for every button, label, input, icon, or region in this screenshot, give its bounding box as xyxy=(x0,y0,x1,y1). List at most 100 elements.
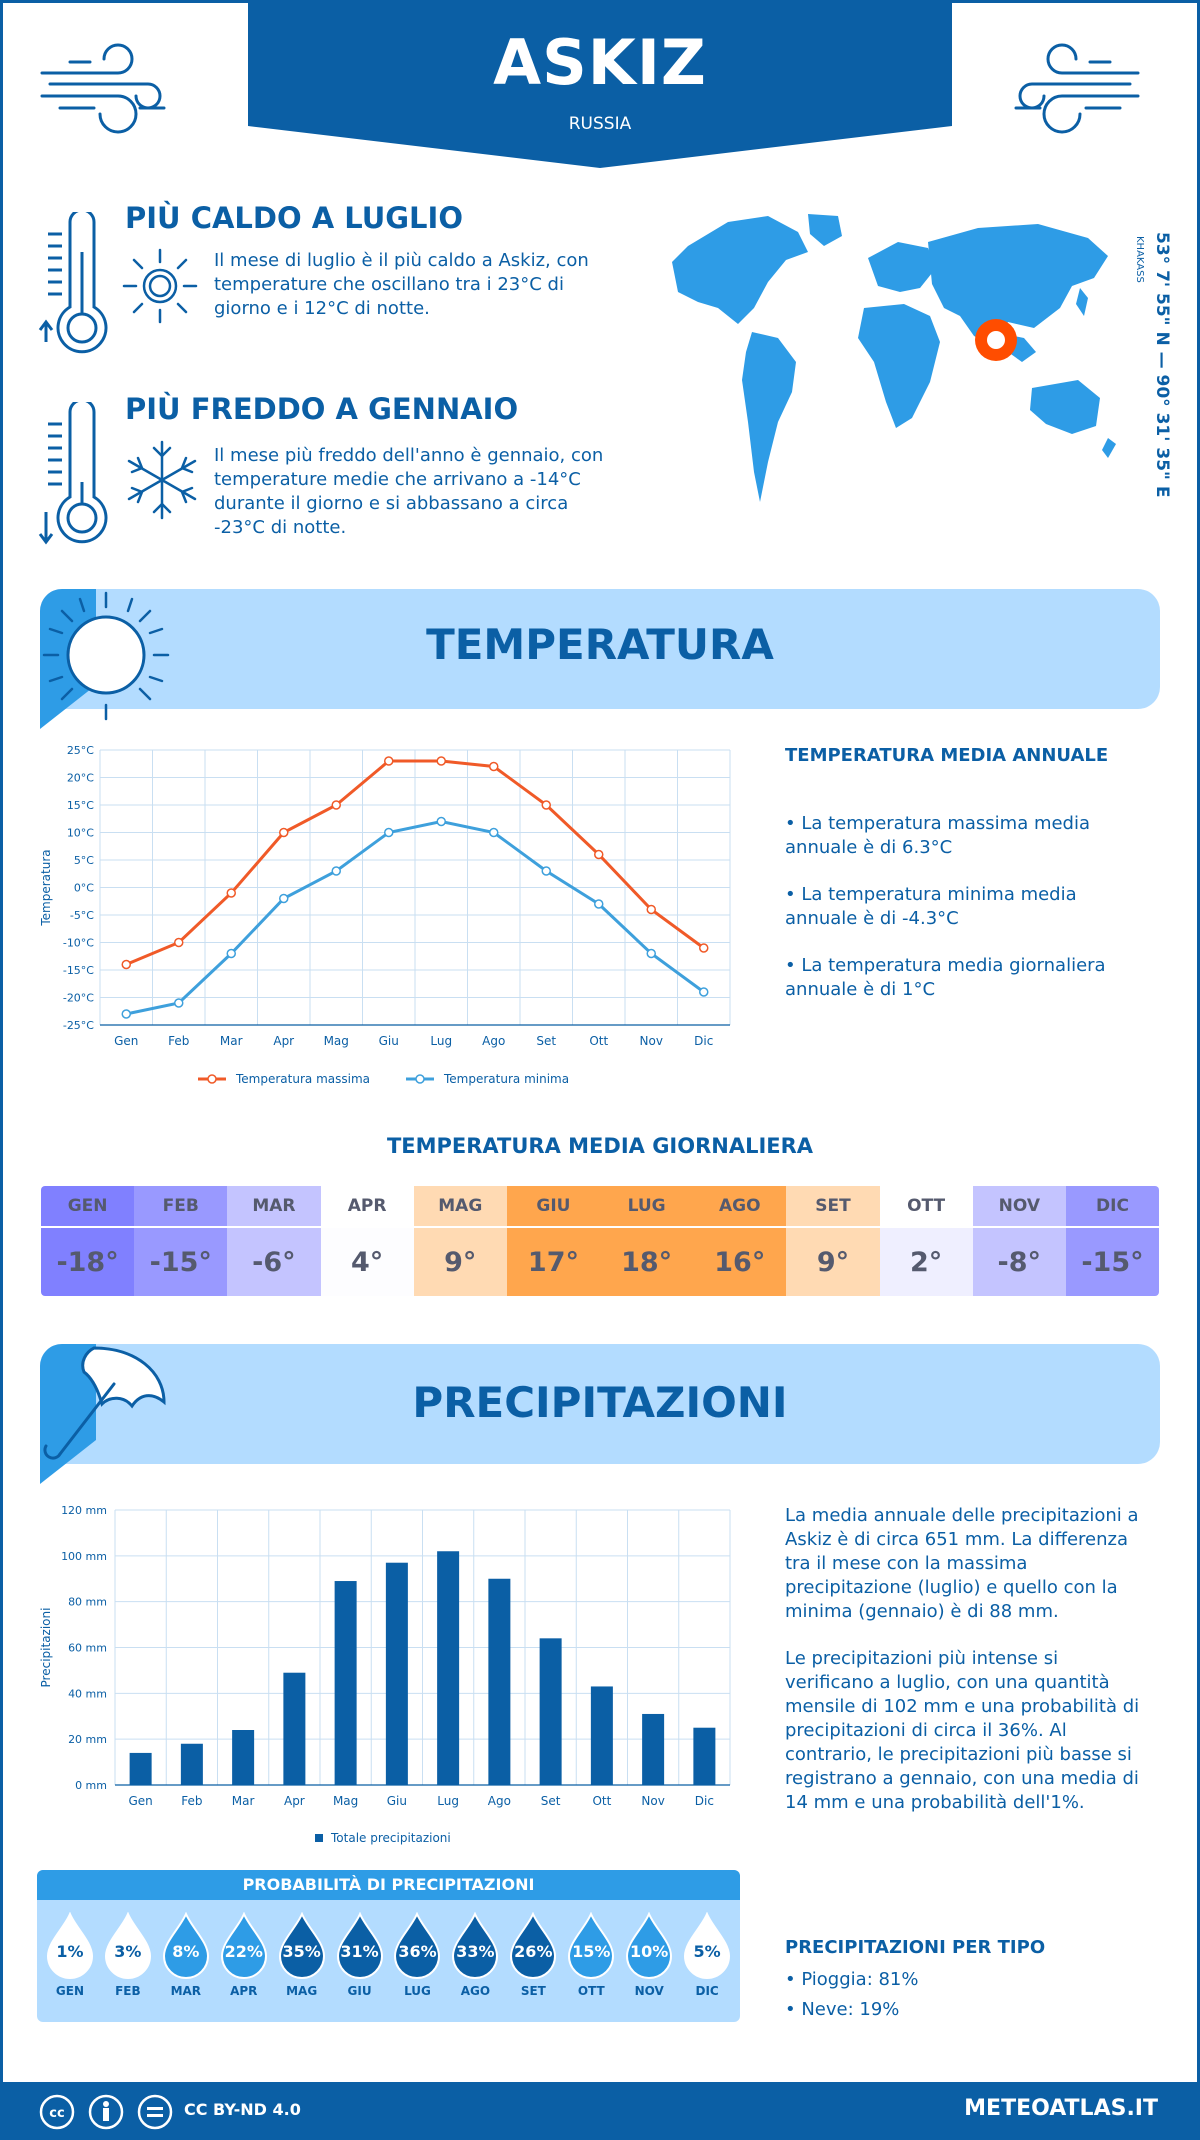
raindrop-icon: 3% xyxy=(104,1912,152,1980)
precip-bar xyxy=(283,1672,306,1785)
probability-value: 26% xyxy=(514,1942,553,1961)
x-tick-label: Lug xyxy=(430,1034,452,1048)
x-tick-label: Set xyxy=(536,1034,556,1048)
legend-label: Temperatura massima xyxy=(235,1072,370,1086)
license-text: CC BY-ND 4.0 xyxy=(184,2100,301,2119)
y-tick-label: -10°C xyxy=(63,937,94,950)
data-point xyxy=(541,866,551,876)
footer xyxy=(0,2082,1200,2140)
data-point xyxy=(384,827,394,838)
raindrop-icon: 8% xyxy=(162,1912,210,1980)
raindrop-icon: 33% xyxy=(451,1912,499,1980)
header-banner xyxy=(248,0,952,168)
daily-temp-month: DIC xyxy=(1065,1186,1159,1226)
series-line-max xyxy=(125,759,705,966)
raindrop-icon: 22% xyxy=(220,1912,268,1980)
data-point xyxy=(121,959,131,970)
daily-temp-month: NOV xyxy=(972,1186,1066,1226)
precip-bar xyxy=(437,1551,460,1785)
probability-drop: 31% GIU xyxy=(331,1912,389,1998)
license-icons[interactable]: cc xyxy=(38,2093,178,2131)
daily-temp-column: MAR -6° xyxy=(227,1186,321,1296)
daily-temp-month: MAR xyxy=(227,1186,321,1226)
data-point xyxy=(699,987,709,997)
probability-month: SET xyxy=(520,1984,546,1998)
probability-value: 33% xyxy=(456,1942,495,1961)
probability-value: 5% xyxy=(693,1942,721,1961)
daily-temp-column: DIC -15° xyxy=(1065,1186,1159,1296)
x-tick-label: Ago xyxy=(488,1794,511,1808)
daily-temp-column: MAG 9° xyxy=(413,1186,507,1296)
data-point xyxy=(594,899,604,909)
probability-drop: 1% GEN xyxy=(41,1912,99,1998)
legend-marker xyxy=(315,1834,323,1842)
sun-section-icon xyxy=(40,589,170,729)
x-tick-label: Giu xyxy=(387,1794,407,1808)
probability-drop: 8% MAR xyxy=(157,1912,215,1998)
x-tick-label: Gen xyxy=(128,1794,152,1808)
daily-temp-month: GEN xyxy=(41,1186,135,1226)
raindrop-icon: 1% xyxy=(46,1912,94,1980)
x-tick-label: Apr xyxy=(284,1794,305,1808)
y-tick-label: 10°C xyxy=(67,827,94,840)
no-derivatives-icon xyxy=(137,2094,173,2130)
daily-temp-value: 18° xyxy=(600,1226,694,1296)
x-tick-label: Gen xyxy=(114,1034,138,1048)
daily-temp-column: LUG 18° xyxy=(600,1186,694,1296)
y-tick-label: 40 mm xyxy=(68,1687,107,1700)
raindrop-icon: 31% xyxy=(336,1912,384,1980)
precip-bar xyxy=(129,1752,152,1785)
thermometer-hot-icon xyxy=(38,212,108,354)
precip-bar xyxy=(539,1638,562,1785)
probability-month: FEB xyxy=(115,1984,141,1998)
daily-temp-month: MAG xyxy=(413,1186,507,1226)
raindrop-icon: 35% xyxy=(278,1912,326,1980)
daily-temp-value: 9° xyxy=(786,1226,880,1296)
x-tick-label: Nov xyxy=(640,1034,663,1048)
data-point xyxy=(279,893,289,904)
probability-month: LUG xyxy=(404,1984,431,1998)
data-point xyxy=(646,904,656,915)
site-name[interactable]: METEOATLAS.IT xyxy=(964,2096,1158,2121)
daily-temp-column: GIU 17° xyxy=(506,1186,601,1296)
probability-month: AGO xyxy=(460,1984,491,1998)
precip-bar xyxy=(693,1727,716,1785)
probability-drop: 10% NOV xyxy=(620,1912,678,1998)
x-tick-label: Dic xyxy=(694,1034,713,1048)
probability-value: 10% xyxy=(630,1942,669,1961)
probability-drop: 3% FEB xyxy=(99,1912,157,1998)
y-tick-label: -20°C xyxy=(63,992,94,1005)
probability-value: 1% xyxy=(56,1942,84,1961)
y-tick-label: 100 mm xyxy=(61,1550,107,1563)
daily-temp-value: -18° xyxy=(41,1226,135,1296)
y-tick-label: 20°C xyxy=(67,772,94,785)
x-tick-label: Ago xyxy=(482,1034,505,1048)
precip-probability-title: PROBABILITÀ DI PRECIPITAZIONI xyxy=(37,1870,740,1900)
precip-type-rain: • Pioggia: 81% xyxy=(785,1969,919,1990)
precip-bar xyxy=(642,1713,665,1785)
probability-month: DIC xyxy=(695,1984,719,1998)
annual-temp-item-min: • La temperatura minima media annuale è … xyxy=(785,884,1077,929)
x-tick-label: Lug xyxy=(437,1794,459,1808)
data-point xyxy=(594,849,604,860)
hottest-title: PIÙ CALDO A LUGLIO xyxy=(125,201,463,235)
snowflake-icon xyxy=(127,440,197,520)
sun-icon xyxy=(122,248,198,324)
precipitation-header-bar xyxy=(40,1344,1160,1464)
y-tick-label: 0°C xyxy=(74,882,94,895)
daily-temp-value: 17° xyxy=(506,1226,601,1296)
probability-value: 36% xyxy=(398,1942,437,1961)
hottest-text: Il mese di luglio è il più caldo a Askiz… xyxy=(214,250,589,319)
probability-month: MAR xyxy=(170,1984,202,1998)
data-point xyxy=(226,948,236,959)
thermometer-cold-icon xyxy=(38,402,108,545)
probability-drop: 22% APR xyxy=(215,1912,273,1998)
daily-temp-value: -8° xyxy=(972,1226,1066,1296)
city-name: ASKIZ xyxy=(493,26,707,99)
probability-drop: 15% OTT xyxy=(562,1912,620,1998)
y-tick-label: -15°C xyxy=(63,964,94,977)
raindrop-icon: 15% xyxy=(567,1912,615,1980)
coldest-title: PIÙ FREDDO A GENNAIO xyxy=(125,392,519,426)
y-tick-label: 5°C xyxy=(74,854,94,867)
precip-bar xyxy=(334,1581,357,1785)
